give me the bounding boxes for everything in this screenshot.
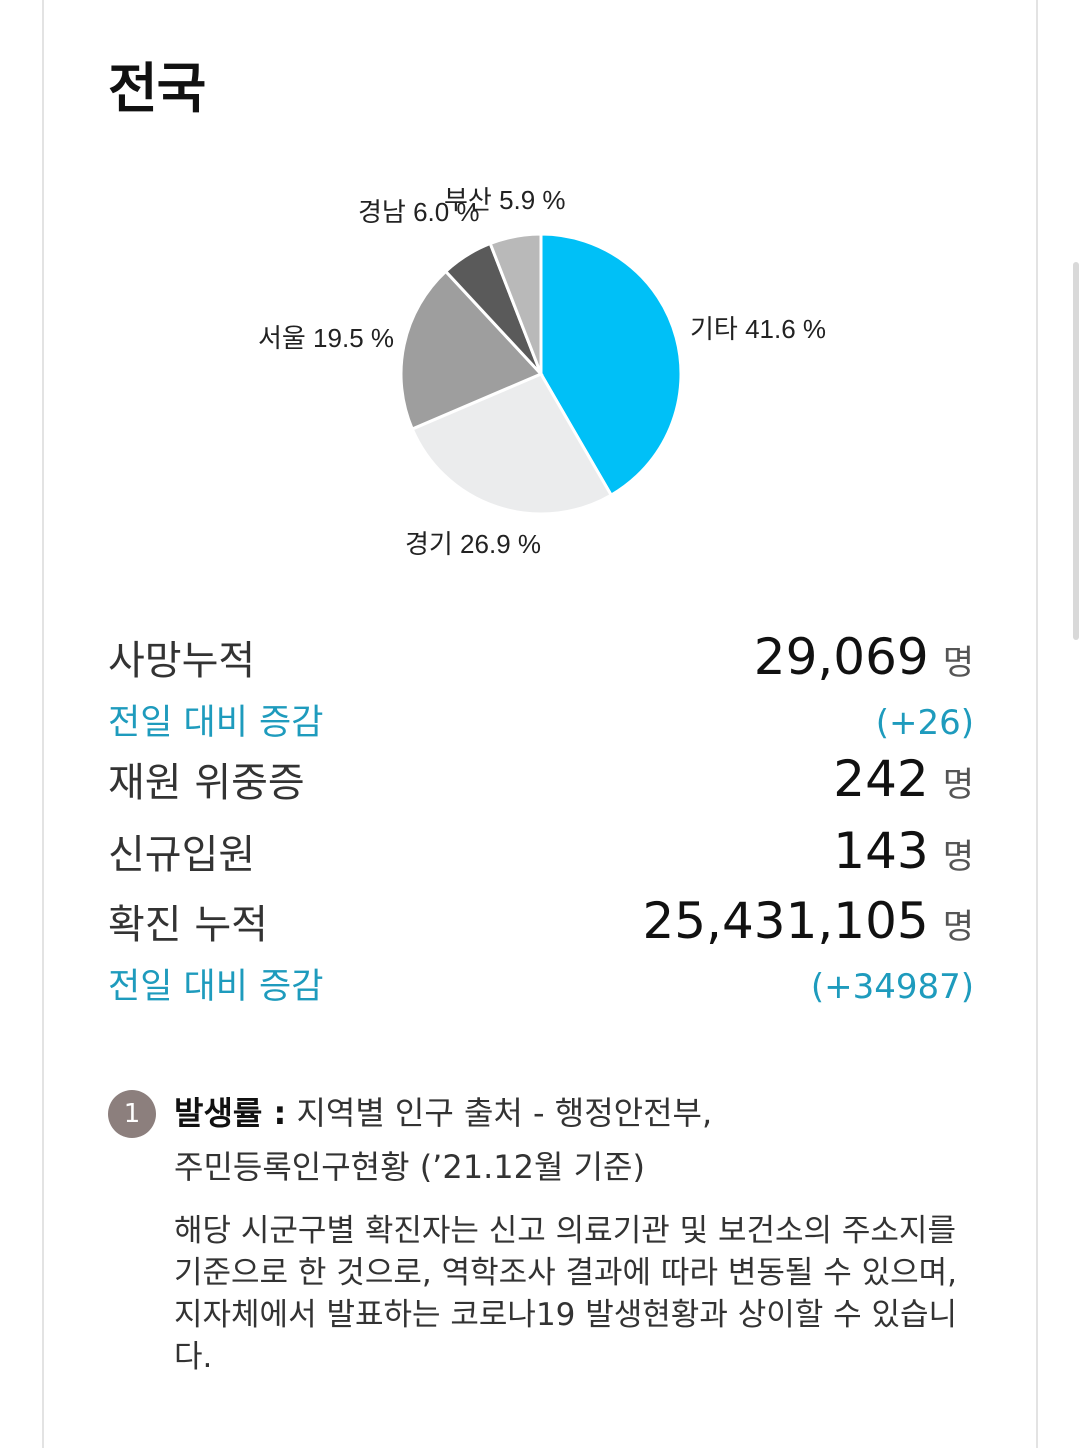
stat-admissions-unit: 명 — [942, 837, 974, 877]
pie-label-1: 기타 41.6 % — [690, 314, 826, 344]
stat-confirmed-label: 확진 누적 — [108, 902, 268, 948]
region-card — [42, 0, 1038, 1448]
pie-label-5: 부산 5.9 % — [444, 185, 566, 215]
stat-confirmed-value: 25,431,105 — [642, 892, 929, 950]
note-line-1: 발생률 : 지역별 인구 출처 - 행정안전부, — [174, 1088, 712, 1134]
stat-admissions-label: 신규입원 — [108, 832, 256, 878]
note-paragraph: 해당 시군구별 확진자는 신고 의료기관 및 보건소의 주소지를 기준으로 한 … — [174, 1213, 958, 1375]
stat-deaths-label: 사망누적 — [108, 638, 256, 684]
stat-deaths: 사망누적 29,069 명 — [108, 628, 974, 686]
note-number-badge: 1 — [108, 1090, 156, 1138]
scrollbar[interactable] — [1073, 262, 1079, 640]
pie-label-3: 서울 19.5 % — [258, 323, 394, 353]
note-heading: 발생률 : — [174, 1094, 287, 1132]
stat-deaths-value: 29,069 — [753, 628, 929, 686]
pie-slice-1 — [539, 232, 683, 498]
stat-critical: 재원 위중증 242 명 — [108, 750, 974, 808]
pie-label-2: 경기 26.9 % — [405, 529, 541, 559]
stat-admissions-value: 143 — [833, 822, 929, 880]
stat-confirmed-unit: 명 — [942, 907, 974, 947]
stat-deaths-delta-value: (+26) — [875, 703, 974, 743]
stat-confirmed-delta: 전일 대비 증감 (+34987) — [108, 958, 974, 1009]
pie-chart: 기타 41.6 % 경기 26.9 % 서울 19.5 % 경남 6.0 %부산 5.… — [258, 185, 826, 559]
note-source: 지역별 인구 출처 - 행정안전부, — [296, 1094, 713, 1132]
stat-deaths-delta: 전일 대비 증감 (+26) — [108, 694, 974, 745]
stat-deaths-unit: 명 — [942, 643, 974, 683]
note-line-2: 주민등록인구현황 (’21.12월 기준) — [174, 1148, 645, 1186]
pie-slice-3 — [399, 269, 544, 432]
pie-slice-5 — [488, 232, 543, 375]
stat-deaths-delta-label: 전일 대비 증감 — [108, 703, 324, 743]
stat-confirmed-delta-value: (+34987) — [810, 967, 974, 1007]
page-title: 전국 — [108, 57, 206, 120]
stat-critical-label: 재원 위중증 — [108, 760, 305, 806]
stat-confirmed-delta-label: 전일 대비 증감 — [108, 967, 324, 1007]
stat-critical-unit: 명 — [942, 765, 974, 805]
stat-critical-value: 242 — [833, 750, 929, 808]
pie-label-4: 경남 6.0 % — [358, 197, 480, 227]
stat-admissions: 신규입원 143 명 — [108, 822, 974, 880]
stat-confirmed: 확진 누적 25,431,105 명 — [108, 892, 974, 950]
